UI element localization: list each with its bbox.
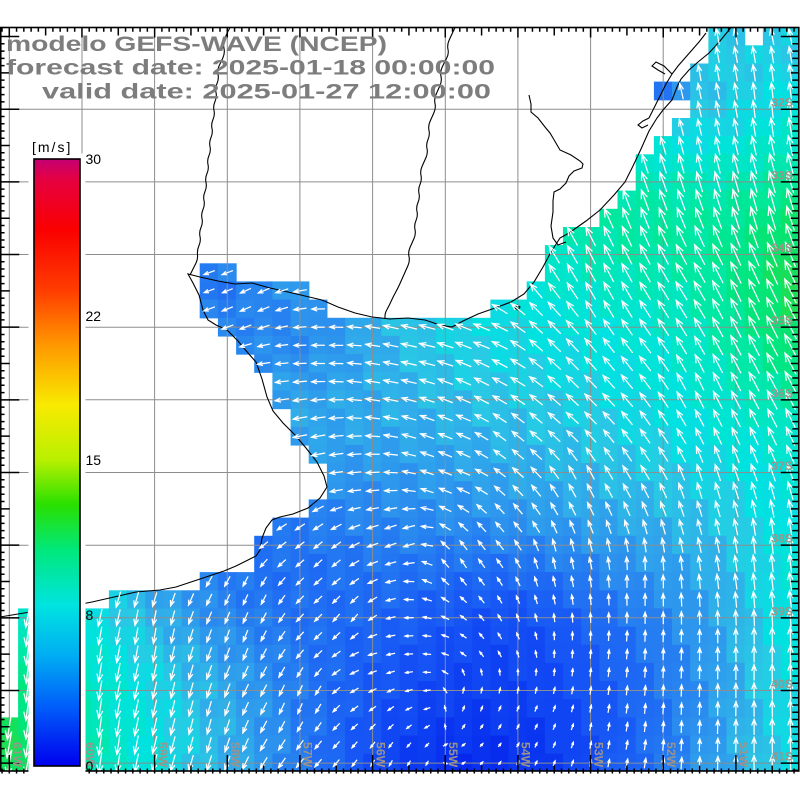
svg-text:60W: 60W <box>83 742 97 768</box>
svg-text:8: 8 <box>86 607 94 623</box>
svg-text:forecast date: 2025-01-18 00:0: forecast date: 2025-01-18 00:00:00 <box>6 57 495 80</box>
svg-text:56W: 56W <box>373 742 387 768</box>
svg-text:[m/s]: [m/s] <box>32 139 72 155</box>
svg-text:51W: 51W <box>737 742 751 768</box>
svg-text:57W: 57W <box>301 742 315 768</box>
svg-text:61W: 61W <box>10 742 24 768</box>
svg-text:59W: 59W <box>155 742 169 768</box>
svg-text:36S: 36S <box>771 386 793 400</box>
svg-text:33S: 33S <box>771 168 793 182</box>
svg-text:39S: 39S <box>771 604 793 618</box>
svg-text:55W: 55W <box>446 742 460 768</box>
svg-text:15: 15 <box>86 452 102 468</box>
svg-text:30: 30 <box>86 151 102 167</box>
svg-text:38S: 38S <box>771 532 793 546</box>
svg-text:37S: 37S <box>771 459 793 473</box>
svg-text:valid date: 2025-01-27 12:00:0: valid date: 2025-01-27 12:00:00 <box>42 81 491 104</box>
svg-text:32S: 32S <box>771 96 793 110</box>
svg-text:58W: 58W <box>228 742 242 768</box>
svg-text:modelo GEFS-WAVE (NCEP): modelo GEFS-WAVE (NCEP) <box>6 33 387 56</box>
svg-text:54W: 54W <box>519 742 533 768</box>
svg-text:0: 0 <box>86 758 94 774</box>
svg-text:35S: 35S <box>771 314 793 328</box>
svg-text:34S: 34S <box>771 241 793 255</box>
svg-text:22: 22 <box>86 308 102 324</box>
svg-text:41S: 41S <box>771 750 793 764</box>
svg-text:53W: 53W <box>591 742 605 768</box>
svg-text:40S: 40S <box>771 677 793 691</box>
svg-text:52W: 52W <box>664 742 678 768</box>
